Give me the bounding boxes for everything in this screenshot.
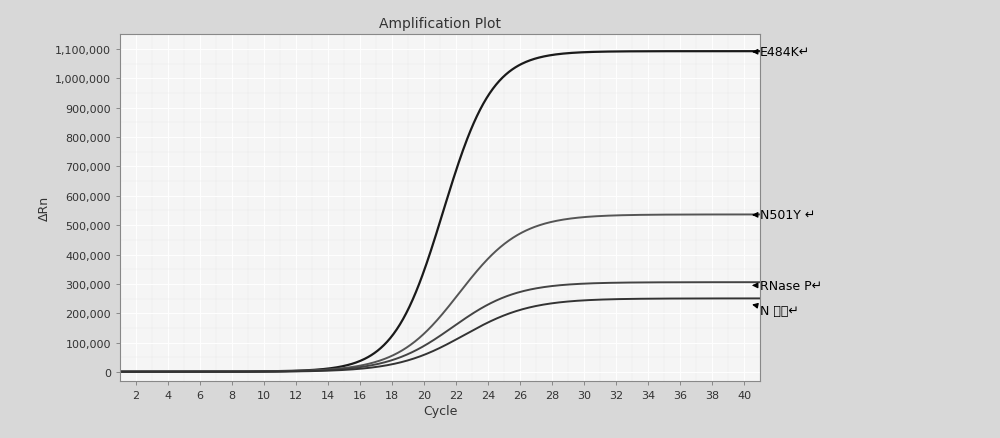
Text: RNase P↵: RNase P↵ [753,279,822,292]
Y-axis label: ΔRn: ΔRn [38,195,51,221]
Text: E484K↵: E484K↵ [753,46,810,59]
Text: N501Y ↵: N501Y ↵ [753,209,815,222]
X-axis label: Cycle: Cycle [423,404,457,417]
Text: N 基因↵: N 基因↵ [753,304,799,317]
Title: Amplification Plot: Amplification Plot [379,17,501,31]
